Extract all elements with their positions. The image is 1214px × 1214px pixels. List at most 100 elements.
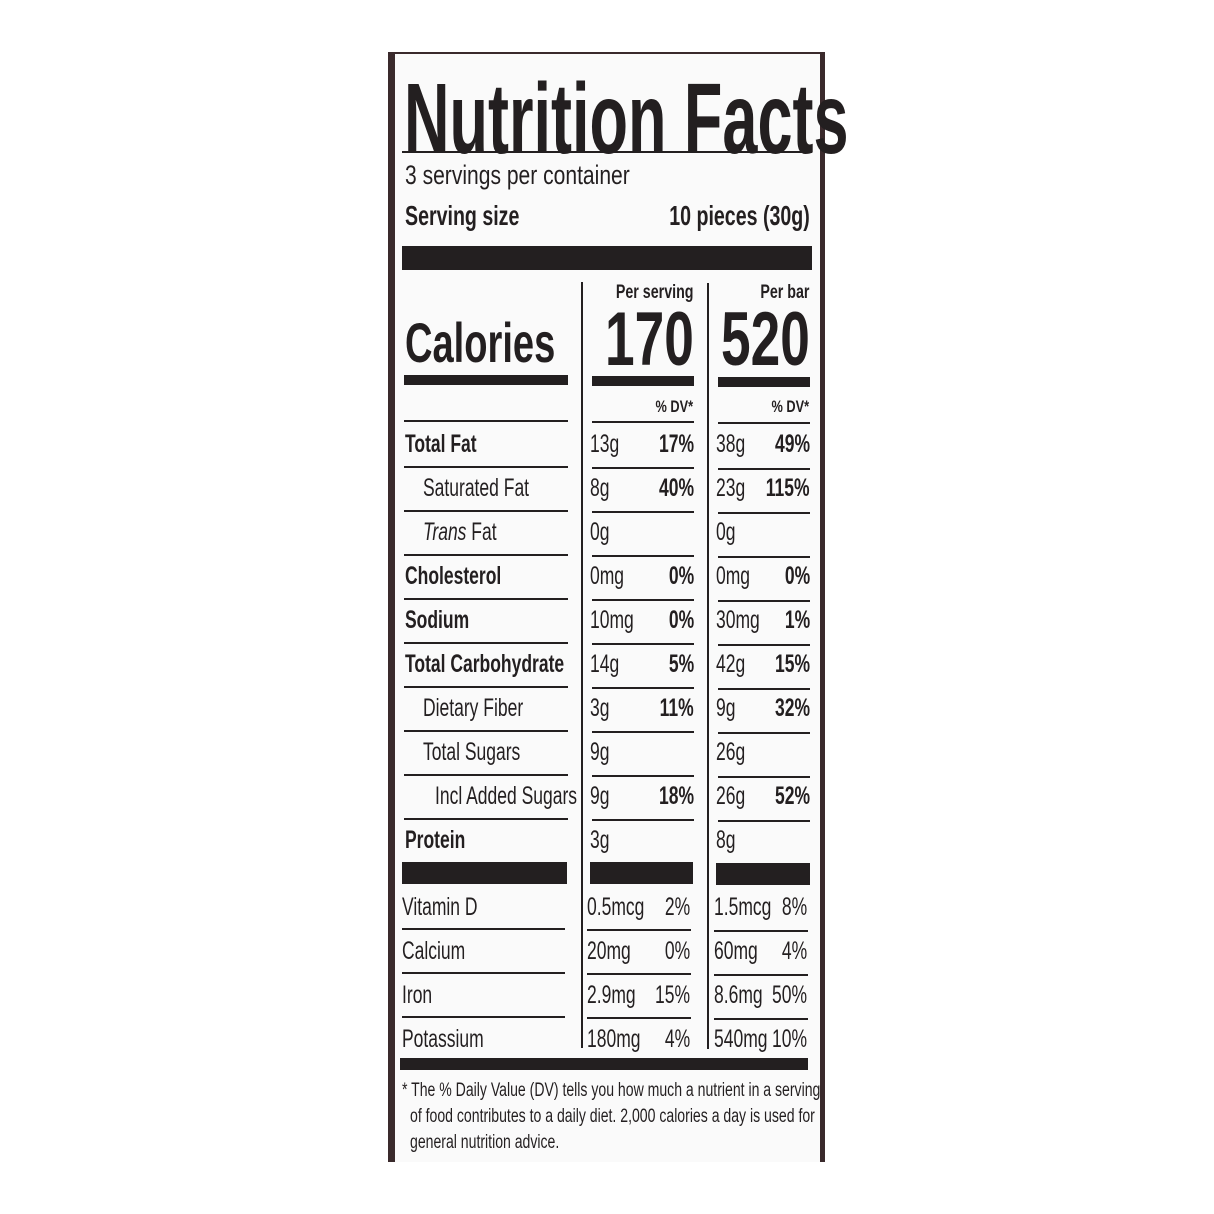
vitamin-name-text: Potassium bbox=[402, 1025, 484, 1053]
divider bbox=[718, 556, 810, 558]
footnote-line: * The % Daily Value (DV) tells you how m… bbox=[402, 1080, 967, 1102]
footnote-line-text: * The % Daily Value (DV) tells you how m… bbox=[402, 1080, 821, 1101]
bar-dv-text: 0% bbox=[784, 562, 810, 590]
nutrient-name-label: Total Carbohydrate bbox=[405, 650, 565, 678]
divider bbox=[404, 774, 568, 776]
divider bbox=[718, 468, 810, 470]
bar-amount: 38g bbox=[716, 430, 758, 459]
nutrient-name-text: Cholesterol bbox=[405, 562, 501, 591]
bar-amount: 26g bbox=[716, 738, 758, 767]
divider bbox=[404, 642, 568, 644]
vitamin-name-text: Calcium bbox=[402, 937, 466, 965]
serving-size-value: 10 pieces (30g) bbox=[609, 200, 810, 232]
divider bbox=[718, 732, 810, 734]
divider bbox=[404, 554, 568, 556]
bar-amount-text: 26g bbox=[716, 782, 746, 810]
per-serving-header-text: Per serving bbox=[615, 282, 693, 303]
nutrient-name-text: Protein bbox=[405, 826, 465, 855]
serving-dv: 2% bbox=[654, 893, 690, 922]
bar-dv: 1% bbox=[774, 606, 810, 635]
serving-amount: 0.5mcg bbox=[587, 893, 669, 922]
bar-amount-text: 42g bbox=[716, 650, 746, 678]
nutrient-name: Total Fat bbox=[405, 430, 507, 459]
dv-header-bar: % DV* bbox=[759, 397, 809, 417]
serving-amount: 180mg bbox=[587, 1025, 663, 1054]
nutrient-name: Trans Fat bbox=[423, 518, 528, 547]
serving-amount: 3g bbox=[590, 826, 618, 855]
vitamin-name: Iron bbox=[402, 981, 445, 1010]
vitamin-name-text: Vitamin D bbox=[402, 893, 478, 921]
nutrient-name-label: Total Sugars bbox=[423, 738, 521, 766]
bar-dv-text: 49% bbox=[774, 430, 810, 458]
divider bbox=[587, 1017, 691, 1019]
divider bbox=[718, 688, 810, 690]
serving-amount-text: 9g bbox=[590, 738, 610, 766]
calories-per-serving-text: 170 bbox=[605, 297, 694, 382]
bar-amount: 8g bbox=[716, 826, 744, 855]
divider bbox=[587, 929, 691, 931]
serving-amount: 8g bbox=[590, 474, 618, 503]
vitamin-name: Potassium bbox=[402, 1025, 519, 1054]
bar-dv: 0% bbox=[774, 562, 810, 591]
bar-amount: 60mg bbox=[714, 937, 777, 966]
vitamin-name-text: Iron bbox=[402, 981, 433, 1009]
bar-amount: 540mg bbox=[714, 1025, 790, 1054]
bar-amount-text: 30mg bbox=[716, 606, 760, 634]
bar-amount-text: 8g bbox=[716, 826, 736, 854]
nutrient-name-text: Total Fat bbox=[405, 430, 477, 459]
bar-dv-text: 50% bbox=[771, 981, 807, 1009]
serving-dv: 11% bbox=[645, 694, 694, 723]
bar-dv: 15% bbox=[760, 650, 810, 679]
divider bbox=[402, 972, 565, 974]
bar-dv-text: 32% bbox=[774, 694, 810, 722]
bar-amount: 0g bbox=[716, 518, 744, 547]
dv-header-serving: % DV* bbox=[643, 397, 693, 417]
divider bbox=[714, 974, 808, 976]
nutrient-name-label: Protein bbox=[405, 826, 466, 854]
divider bbox=[718, 776, 810, 778]
nutrient-name: Sodium bbox=[405, 606, 497, 635]
divider bbox=[404, 686, 568, 688]
serving-dv-text: 2% bbox=[664, 893, 690, 921]
serving-size-label: Serving size bbox=[405, 200, 568, 232]
bar-dv: 8% bbox=[771, 893, 807, 922]
serving-dv-text: 5% bbox=[668, 650, 694, 678]
bar-dv: 49% bbox=[760, 430, 810, 459]
footnote-line-text: general nutrition advice. bbox=[410, 1132, 560, 1153]
bar-amount: 42g bbox=[716, 650, 758, 679]
per-serving-header: Per serving bbox=[590, 282, 693, 304]
calories-per-bar-text: 520 bbox=[721, 297, 810, 382]
nutrient-name: Incl Added Sugars bbox=[435, 782, 638, 811]
serving-dv-text: 18% bbox=[658, 782, 694, 810]
divider bbox=[592, 775, 694, 777]
thick-bar bbox=[590, 862, 693, 884]
divider bbox=[592, 555, 694, 557]
bar-amount: 26g bbox=[716, 782, 758, 811]
serving-amount: 3g bbox=[590, 694, 618, 723]
divider bbox=[718, 820, 810, 822]
bar-dv-text: 10% bbox=[771, 1025, 807, 1053]
bar-dv: 32% bbox=[760, 694, 810, 723]
serving-dv: 15% bbox=[640, 981, 690, 1010]
bar-amount-text: 8.6mg bbox=[714, 981, 763, 1009]
nutrient-name-label: Fat bbox=[466, 518, 497, 546]
divider bbox=[402, 1016, 565, 1018]
serving-amount-text: 8g bbox=[590, 474, 610, 502]
dv-header-bar-text: % DV* bbox=[771, 397, 809, 416]
bar-dv-text: 1% bbox=[784, 606, 810, 634]
serving-amount-text: 2.9mg bbox=[587, 981, 636, 1009]
serving-amount-text: 13g bbox=[590, 430, 620, 458]
divider bbox=[718, 512, 810, 514]
nutrient-name-label: Dietary Fiber bbox=[423, 694, 524, 722]
serving-amount: 10mg bbox=[590, 606, 653, 635]
serving-dv: 0% bbox=[658, 562, 694, 591]
bar-dv-text: 15% bbox=[774, 650, 810, 678]
bar-dv: 115% bbox=[747, 474, 810, 503]
calories-per-bar: 520 bbox=[683, 296, 810, 383]
vitamin-name: Calcium bbox=[402, 937, 492, 966]
divider bbox=[592, 687, 694, 689]
nutrient-name: Total Carbohydrate bbox=[405, 650, 632, 679]
serving-amount-text: 0g bbox=[590, 518, 610, 546]
nutrient-name-label: Cholesterol bbox=[405, 562, 502, 590]
nutrition-facts-label bbox=[388, 52, 825, 1162]
